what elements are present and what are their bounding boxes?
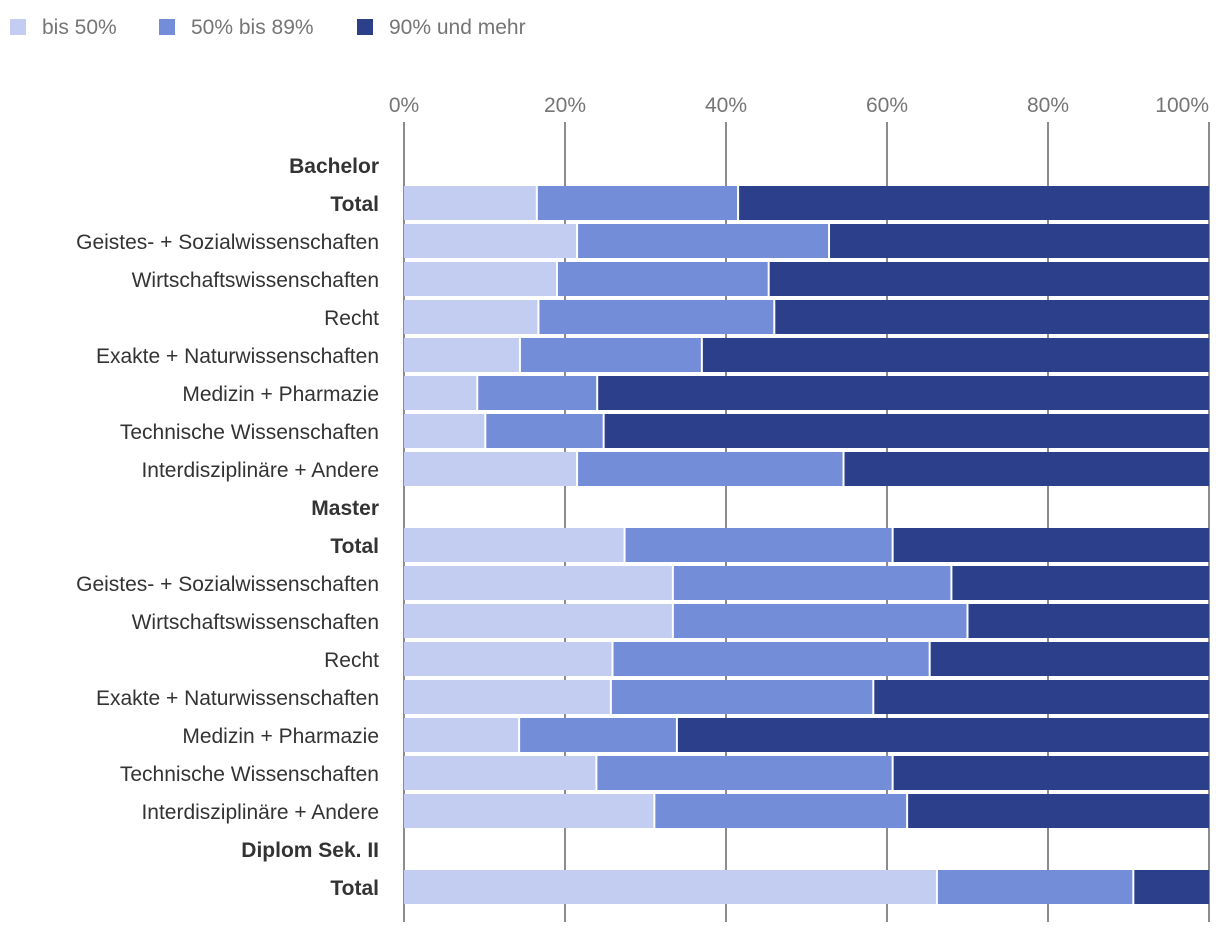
x-tick-label-1: 20%	[544, 94, 586, 117]
bar-segment-bis-50-	[404, 680, 611, 714]
bar-segment-bis-50-	[404, 300, 539, 334]
bar-segment-bis-50-	[404, 604, 673, 638]
bar-segment-90-und-mehr	[738, 186, 1209, 220]
bar-segment-50-bis-89-	[596, 756, 893, 790]
bar-segment-bis-50-	[404, 186, 537, 220]
row-label: Total	[330, 535, 379, 558]
bar-segment-bis-50-	[404, 224, 578, 258]
bar-segment-90-und-mehr	[1133, 870, 1209, 904]
row-label: Total	[330, 193, 379, 216]
row-label: Medizin + Pharmazie	[182, 725, 379, 748]
legend: bis 50% 50% bis 89% 90% und mehr	[10, 16, 526, 39]
bar-segment-bis-50-	[404, 414, 486, 448]
row-label: Exakte + Naturwissenschaften	[96, 345, 379, 368]
row-label: Geistes- + Sozialwissenschaften	[76, 231, 379, 254]
legend-label-3: 90% und mehr	[389, 16, 526, 39]
row-label: Exakte + Naturwissenschaften	[96, 687, 379, 710]
row-label: Recht	[324, 649, 379, 672]
row-label: Technische Wissenschaften	[120, 421, 379, 444]
bar-segment-bis-50-	[404, 870, 937, 904]
bar-segment-90-und-mehr	[603, 414, 1209, 448]
bar-segment-50-bis-89-	[672, 604, 968, 638]
legend-label-2: 50% bis 89%	[191, 16, 314, 39]
x-tick-label-4: 80%	[1027, 94, 1069, 117]
x-axis-ticks: 0% 20% 40% 60% 80% 100%	[389, 94, 1209, 117]
bar-segment-50-bis-89-	[477, 376, 598, 410]
legend-label-1: bis 50%	[42, 16, 117, 39]
row-labels: Bachelor Total Geistes- + Sozialwissenscha…	[76, 155, 379, 900]
bar-segment-bis-50-	[404, 756, 597, 790]
bar-segment-50-bis-89-	[538, 300, 775, 334]
group-header-label: Master	[311, 497, 379, 520]
bar-segment-90-und-mehr	[873, 680, 1209, 714]
row-label: Wirtschaftswissenschaften	[132, 611, 379, 634]
group-header-label: Diplom Sek. II	[241, 839, 379, 862]
legend-swatch-3	[357, 19, 373, 35]
bars	[404, 186, 1209, 904]
bar-segment-90-und-mehr	[951, 566, 1209, 600]
bar-segment-90-und-mehr	[597, 376, 1209, 410]
row-label: Recht	[324, 307, 379, 330]
bar-segment-bis-50-	[404, 338, 520, 372]
bar-segment-bis-50-	[404, 642, 613, 676]
x-tick-label-0: 0%	[389, 94, 419, 117]
bar-segment-90-und-mehr	[829, 224, 1209, 258]
row-label: Total	[330, 877, 379, 900]
row-label: Interdisziplinäre + Andere	[141, 459, 379, 482]
bar-segment-50-bis-89-	[672, 566, 952, 600]
bar-segment-90-und-mehr	[967, 604, 1209, 638]
bar-segment-50-bis-89-	[612, 642, 930, 676]
bar-segment-bis-50-	[404, 376, 478, 410]
bar-segment-50-bis-89-	[610, 680, 874, 714]
bar-segment-50-bis-89-	[624, 528, 893, 562]
bar-segment-bis-50-	[404, 718, 520, 752]
group-header-label: Bachelor	[289, 155, 379, 178]
bar-segment-bis-50-	[404, 794, 655, 828]
row-label: Wirtschaftswissenschaften	[132, 269, 379, 292]
bar-segment-bis-50-	[404, 528, 625, 562]
x-tick-label-3: 60%	[866, 94, 908, 117]
bar-segment-50-bis-89-	[577, 452, 844, 486]
bar-segment-50-bis-89-	[556, 262, 769, 296]
bar-segment-90-und-mehr	[892, 756, 1209, 790]
bar-segment-90-und-mehr	[768, 262, 1209, 296]
legend-swatch-1	[10, 19, 26, 35]
bar-segment-90-und-mehr	[843, 452, 1209, 486]
bar-segment-50-bis-89-	[519, 338, 702, 372]
row-label: Technische Wissenschaften	[120, 763, 379, 786]
row-label: Medizin + Pharmazie	[182, 383, 379, 406]
legend-swatch-2	[159, 19, 175, 35]
bar-segment-50-bis-89-	[654, 794, 908, 828]
bar-segment-90-und-mehr	[774, 300, 1209, 334]
bar-segment-bis-50-	[404, 566, 673, 600]
row-label: Geistes- + Sozialwissenschaften	[76, 573, 379, 596]
bar-segment-bis-50-	[404, 452, 578, 486]
x-tick-label-5: 100%	[1155, 94, 1209, 117]
bar-segment-50-bis-89-	[485, 414, 604, 448]
bar-segment-90-und-mehr	[701, 338, 1209, 372]
bar-segment-90-und-mehr	[676, 718, 1209, 752]
bar-segment-90-und-mehr	[907, 794, 1209, 828]
bar-segment-90-und-mehr	[929, 642, 1209, 676]
bar-segment-50-bis-89-	[577, 224, 830, 258]
bar-segment-50-bis-89-	[519, 718, 677, 752]
x-tick-label-2: 40%	[705, 94, 747, 117]
bar-segment-bis-50-	[404, 262, 557, 296]
bar-segment-50-bis-89-	[536, 186, 739, 220]
bar-segment-90-und-mehr	[892, 528, 1209, 562]
bar-segment-50-bis-89-	[936, 870, 1134, 904]
row-label: Interdisziplinäre + Andere	[141, 801, 379, 824]
